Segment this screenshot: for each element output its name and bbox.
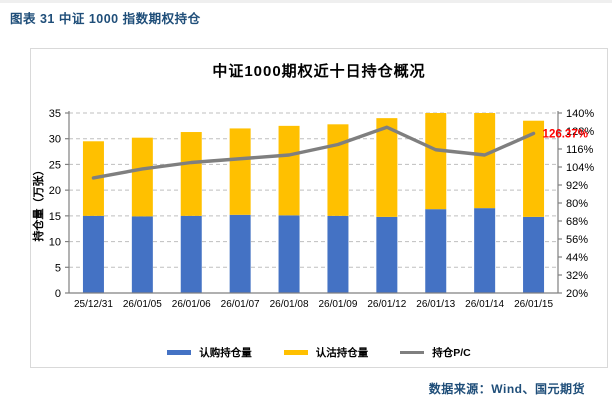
right-axis-tick-label: 56% <box>566 234 588 246</box>
figure-caption: 图表 31 中证 1000 指数期权持仓 <box>10 12 201 26</box>
left-axis-tick-label: 15 <box>49 211 61 223</box>
left-axis-tick-label: 25 <box>49 159 61 171</box>
bar-put-segment <box>180 132 202 216</box>
bar-put-segment <box>131 137 153 217</box>
x-axis-label: 25/12/31 <box>74 299 113 310</box>
bar-call-segment <box>180 215 202 293</box>
bar-call-segment <box>425 209 447 293</box>
right-axis-tick-label: 140% <box>566 108 594 120</box>
x-axis-label: 26/01/14 <box>465 299 504 310</box>
x-axis-label: 26/01/07 <box>221 299 260 310</box>
bar-call-segment <box>278 215 300 293</box>
right-axis-tick-label: 80% <box>566 198 588 210</box>
legend-label: 持仓P/C <box>432 347 471 359</box>
right-axis-tick-label: 92% <box>566 180 588 192</box>
x-axis-label: 26/01/09 <box>318 299 357 310</box>
left-axis-tick-label: 30 <box>49 134 61 146</box>
x-axis-label: 26/01/08 <box>270 299 309 310</box>
right-axis-tick-label: 116% <box>566 144 594 156</box>
x-axis-label: 26/01/15 <box>514 299 553 310</box>
chart-container: 中证1000期权近十日持仓概况 0 5 10 15 20 25 30 35 20% 32% 44% 5… <box>30 48 608 368</box>
left-axis-tick-label: 35 <box>49 108 61 120</box>
right-axis-tick-label: 128% <box>566 126 594 138</box>
right-axis-tick-label: 44% <box>566 252 588 264</box>
bar-put-segment <box>523 120 545 217</box>
data-source-note: 数据来源：Wind、国元期货 <box>428 382 585 396</box>
right-axis-tick-label: 68% <box>566 216 588 228</box>
bar-call-segment <box>131 216 153 293</box>
x-axis-label: 26/01/05 <box>123 299 162 310</box>
legend-bar-swatch <box>167 350 192 355</box>
bar-call-segment <box>376 216 398 293</box>
left-axis-tick-label: 5 <box>55 262 61 274</box>
bar-call-segment <box>327 215 349 293</box>
pc-value-annotation: 126.37% <box>543 128 588 140</box>
bar-call-segment <box>474 208 496 293</box>
y-axis-title: 持仓量（万张） <box>31 165 45 242</box>
pc-line <box>91 125 536 180</box>
x-axis-label: 26/01/13 <box>416 299 455 310</box>
legend-item: 持仓P/C <box>400 345 471 360</box>
chart-legend: 认购持仓量 认沽持仓量 持仓P/C <box>31 345 607 360</box>
chart-title: 中证1000期权近十日持仓概况 <box>212 63 426 80</box>
left-axis-tick-label: 0 <box>55 288 61 300</box>
legend-label: 认购持仓量 <box>199 347 252 359</box>
chart-plot-area: 0 5 10 15 20 25 30 35 20% 32% 44% 56% 68% 80% 92% 104% 1… <box>31 108 594 310</box>
bar-put-segment <box>278 125 300 216</box>
legend-line-swatch <box>400 351 425 354</box>
legend-item: 认沽持仓量 <box>283 345 369 360</box>
legend-label: 认沽持仓量 <box>315 347 369 359</box>
left-axis-tick-label: 20 <box>49 185 61 197</box>
bar-put-segment <box>376 118 398 217</box>
left-axis-tick-label: 10 <box>49 237 61 249</box>
bar-put-segment <box>327 124 349 216</box>
right-axis-tick-label: 20% <box>566 288 588 300</box>
bar-put-segment <box>425 113 447 210</box>
bar-put-segment <box>474 113 496 209</box>
bar-call-segment <box>523 216 545 293</box>
page-top-divider <box>0 0 612 3</box>
x-axis-label: 26/01/12 <box>367 299 406 310</box>
legend-item: 认购持仓量 <box>167 345 252 360</box>
right-axis-tick-label: 104% <box>566 162 594 174</box>
bar-put-segment <box>229 128 251 215</box>
x-axis-label: 26/01/06 <box>172 299 211 310</box>
bar-call-segment <box>82 215 104 293</box>
legend-bar-swatch <box>283 350 308 355</box>
bar-call-segment <box>229 214 251 293</box>
right-axis-tick-label: 32% <box>566 270 588 282</box>
